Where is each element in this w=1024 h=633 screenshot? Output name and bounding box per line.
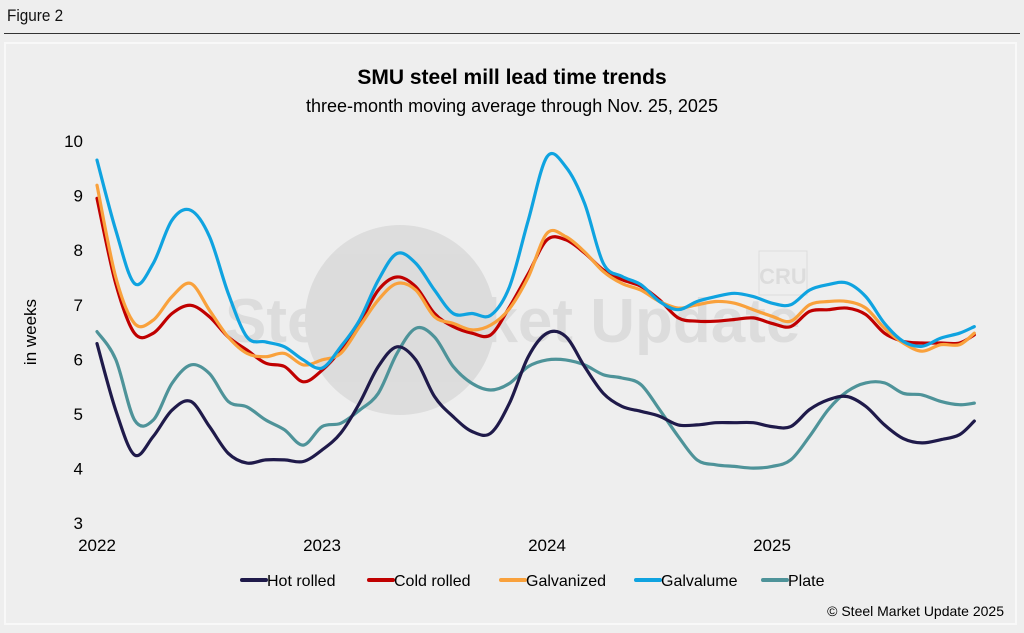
legend-label: Galvalume [661, 573, 738, 590]
y-tick-label: 6 [74, 350, 83, 369]
x-axis-ticks: 2022 2023 2024 2025 [78, 536, 791, 555]
y-axis-ticks: 3 4 5 6 7 8 9 10 [64, 132, 83, 533]
series-line-galvalume [95, 151, 976, 371]
chart-title: SMU steel mill lead time trends [357, 66, 666, 89]
y-tick-label: 9 [74, 187, 83, 206]
y-tick-label: 3 [74, 514, 83, 533]
x-tick-label: 2023 [303, 536, 341, 555]
series-line-plate [95, 325, 976, 470]
chart-subtitle: three-month moving average through Nov. … [306, 96, 718, 116]
x-tick-label: 2024 [528, 536, 566, 555]
legend-label: Cold rolled [394, 573, 470, 590]
y-tick-label: 8 [74, 241, 83, 260]
legend-label: Galvanized [526, 573, 606, 590]
chart-panel [4, 42, 1017, 625]
legend-label: Plate [788, 573, 825, 590]
watermark-swoosh [305, 225, 495, 415]
y-tick-label: 7 [74, 296, 83, 315]
series-lines [95, 151, 976, 470]
series-line-hot-rolled [95, 329, 976, 465]
figure-label: Figure 2 [7, 6, 64, 25]
series-line-galvanized [95, 183, 976, 367]
y-tick-label: 4 [74, 460, 83, 479]
watermark-partner-box [758, 250, 808, 296]
legend: Hot rolled Cold rolled Galvanized Galvalume… [240, 573, 825, 590]
x-tick-label: 2025 [753, 536, 791, 555]
copyright: © Steel Market Update 2025 [827, 603, 1004, 619]
y-tick-label: 5 [74, 405, 83, 424]
y-axis-label: in weeks [21, 299, 40, 365]
legend-label: Hot rolled [267, 573, 335, 590]
x-tick-label: 2022 [78, 536, 116, 555]
figure-divider [4, 33, 1020, 34]
watermark-partner: CRU [759, 264, 807, 289]
y-tick-label: 10 [64, 132, 83, 151]
